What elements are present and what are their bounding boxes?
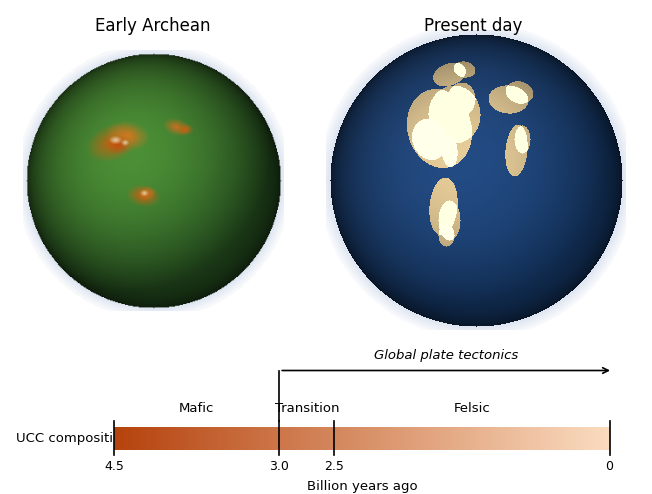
Text: Global plate tectonics: Global plate tectonics xyxy=(374,349,518,362)
Text: Mafic: Mafic xyxy=(179,402,215,415)
Text: Early Archean: Early Archean xyxy=(95,17,211,35)
Text: Billion years ago: Billion years ago xyxy=(306,480,417,493)
Text: Present day: Present day xyxy=(424,17,522,35)
Text: Transition: Transition xyxy=(274,402,339,415)
Text: 0: 0 xyxy=(606,460,614,473)
Text: 2.5: 2.5 xyxy=(325,460,344,473)
Text: UCC composition: UCC composition xyxy=(16,432,130,445)
Text: 3.0: 3.0 xyxy=(269,460,289,473)
Text: Felsic: Felsic xyxy=(454,402,490,415)
Text: 4.5: 4.5 xyxy=(104,460,124,473)
